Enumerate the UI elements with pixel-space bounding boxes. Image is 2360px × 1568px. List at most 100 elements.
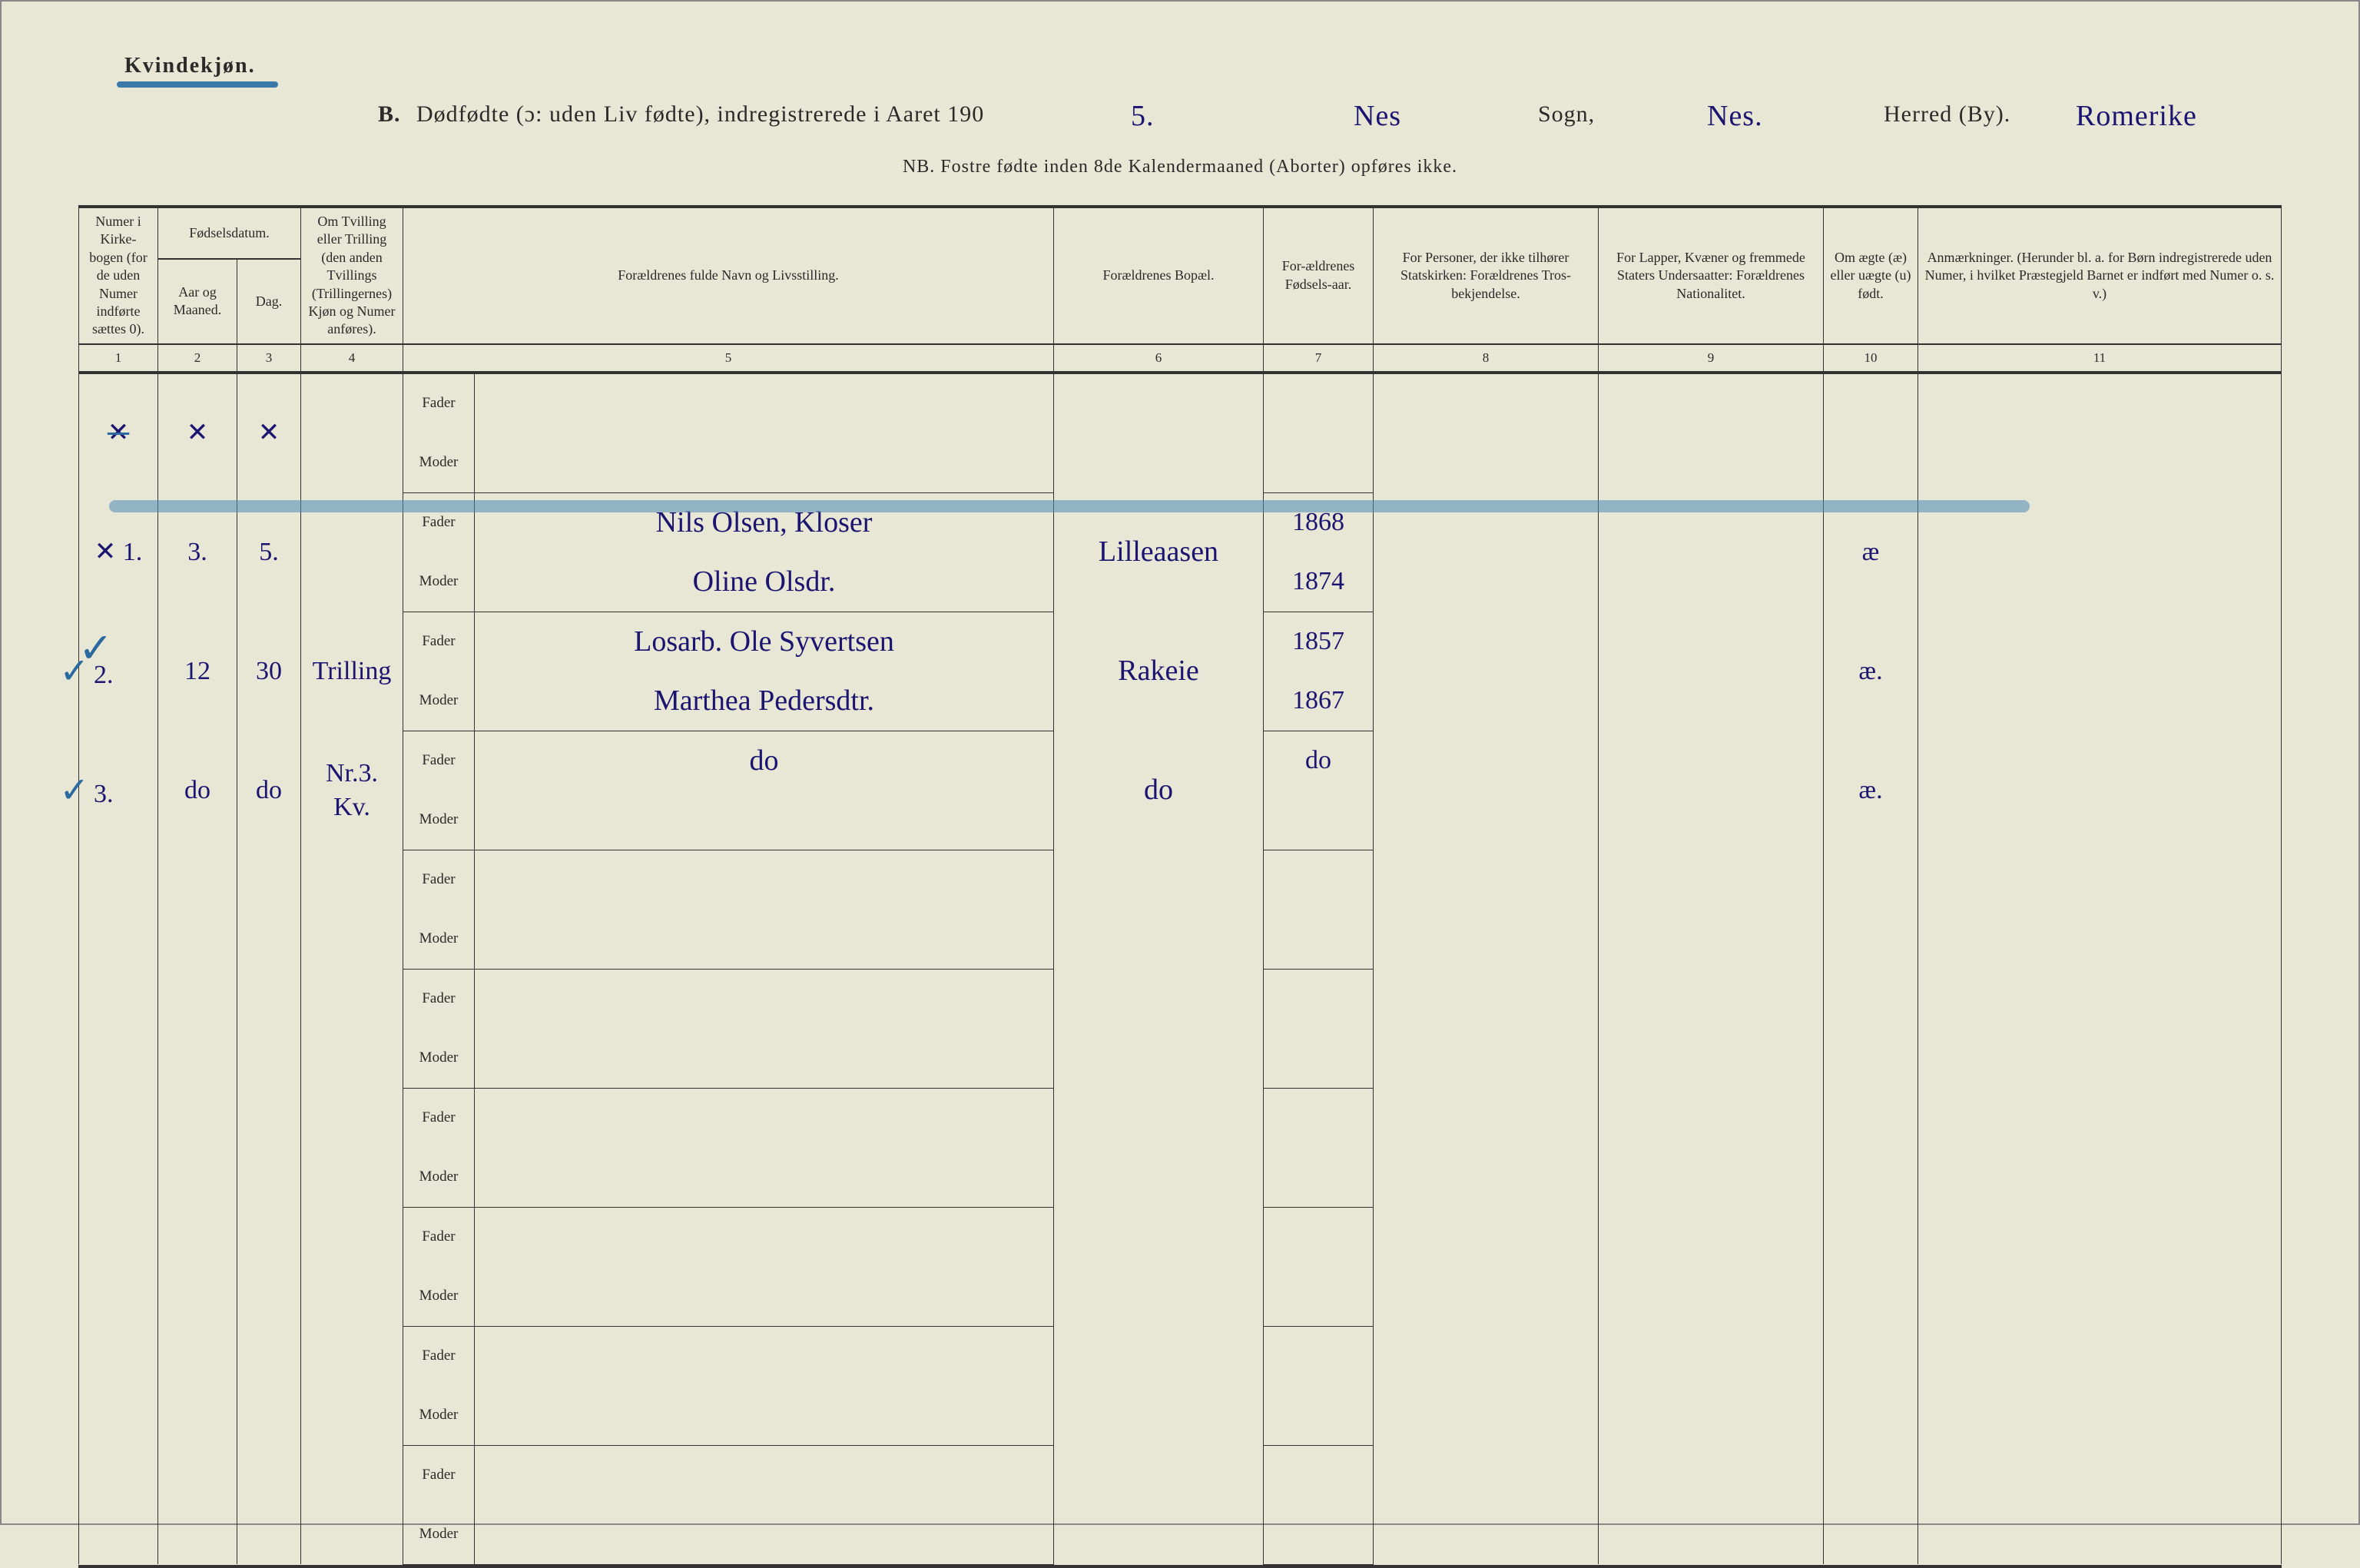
fader-navn: do [750,744,779,777]
role-fader: Fader [403,1326,475,1386]
colnum-2: 2 [158,344,237,373]
row-tros [1374,969,1599,1088]
colnum-4: 4 [301,344,403,373]
row-tvilling: Nr.3. Kv. [326,759,378,821]
role-fader: Fader [403,850,475,910]
role-moder: Moder [403,1386,475,1446]
role-fader: Fader [403,1088,475,1148]
row-nat [1599,612,1824,731]
role-fader: Fader [403,1445,475,1505]
role-moder: Moder [403,1267,475,1327]
row-tros [1374,1326,1599,1445]
row-num: ✕ 1. [94,538,143,566]
col-header-navn: Forældrenes fulde Navn og Livsstilling. [403,208,1054,344]
colnum-7: 7 [1264,344,1374,373]
fodsaar-fader: 1857 [1292,627,1344,655]
row-bopel: Rakeie [1118,655,1199,687]
row-tros [1374,850,1599,969]
moder-navn: Marthea Pedersdtr. [654,685,874,717]
col-header-aegte: Om ægte (æ) eller uægte (u) født. [1824,208,1918,344]
register-table: Numer i Kirke-bogen (for de uden Numer i… [78,208,2282,1565]
table-row: Fader [79,1326,2282,1386]
subtitle: NB. Fostre fødte inden 8de Kalendermaane… [78,157,2282,177]
row-num: ✕ [108,419,130,447]
gender-heading: Kvindekjøn. [124,54,256,78]
role-fader: Fader [403,1207,475,1267]
role-moder: Moder [403,1148,475,1208]
role-moder: Moder [403,1505,475,1565]
row-tvilling: Trilling [313,657,392,685]
col-header-fodsaar: For-ældrenes Fødsels-aar. [1264,208,1374,344]
colnum-10: 10 [1824,344,1918,373]
row-nat [1599,969,1824,1088]
row-tros [1374,1445,1599,1564]
row-anm [1918,1326,2282,1445]
role-moder: Moder [403,791,475,850]
herred-label: Herred (By). [1884,101,2010,128]
row-anm [1918,612,2282,731]
colnum-5: 5 [403,344,1054,373]
herred-handwritten: Nes. [1707,101,1763,131]
row-tros [1374,1207,1599,1326]
table-row: Fader [79,1445,2282,1505]
sogn-label: Sogn, [1538,101,1595,128]
row-anm [1918,850,2282,969]
role-fader: Fader [403,731,475,791]
row-anm [1918,373,2282,493]
row-tros [1374,373,1599,493]
row-aegte: æ. [1858,776,1882,804]
row-nat [1599,850,1824,969]
table-row: Fader [79,1207,2282,1267]
row-nat [1599,1207,1824,1326]
table-row: 2.✓1230TrillingFaderLosarb. Ole Syvertse… [79,612,2282,671]
row-aegte: æ [1862,538,1880,566]
role-fader: Fader [403,373,475,433]
row-num: 3. [94,780,114,808]
row-aar: 3. [187,538,207,566]
row-anm [1918,969,2282,1088]
register-tbody: ✕✕✕FaderModer✕ 1.3.5.FaderNils Olsen, Kl… [79,373,2282,1565]
register-table-wrap: Numer i Kirke-bogen (for de uden Numer i… [78,205,2282,1568]
sogn-handwritten: Nes [1354,101,1401,131]
fodsaar-moder: 1874 [1292,567,1344,595]
row-anm [1918,731,2282,850]
gender-underline [117,81,278,88]
section-letter: B. [378,101,401,128]
fodsaar-fader: do [1305,746,1331,774]
col-header-fodselsdatum: Fødselsdatum. [158,208,301,259]
row-nat [1599,1326,1824,1445]
colnum-8: 8 [1374,344,1599,373]
row-nat [1599,1445,1824,1564]
col-header-num: Numer i Kirke-bogen (for de uden Numer i… [79,208,158,344]
year-handwritten: 5. [1131,101,1155,131]
row-anm [1918,1207,2282,1326]
col-header-bopel: Forældrenes Bopæl. [1054,208,1264,344]
fodsaar-moder: 1867 [1292,686,1344,714]
colnum-9: 9 [1599,344,1824,373]
role-moder: Moder [403,671,475,731]
role-moder: Moder [403,910,475,970]
row-aar: ✕ [187,419,209,447]
role-moder: Moder [403,1029,475,1089]
row-tros [1374,612,1599,731]
table-row: ✕ 1.3.5.FaderNils Olsen, KloserLilleaase… [79,492,2282,552]
col-header-anm: Anmærkninger. (Herunder bl. a. for Børn … [1918,208,2282,344]
row-aar: 12 [184,657,210,685]
region-handwritten: Romerike [2076,101,2197,131]
check-mark-icon: ✓ [78,624,113,672]
register-page: Kvindekjøn. B. Dødfødte (ɔ: uden Liv fød… [0,0,2360,1525]
table-row: Fader [79,1088,2282,1148]
moder-navn: Oline Olsdr. [693,565,836,598]
row-nat [1599,373,1824,493]
row-dag: ✕ [258,419,280,447]
row-bopel: do [1144,774,1173,806]
colnum-11: 11 [1918,344,2282,373]
row-aegte: æ. [1858,657,1882,685]
col-header-aar: Aar og Maaned. [158,259,237,344]
role-fader: Fader [403,969,475,1029]
row-nat [1599,731,1824,850]
row-dag: 5. [259,538,279,566]
row-anm [1918,1088,2282,1207]
table-row: 3.✓dodoNr.3. Kv.Faderdododoæ. [79,731,2282,791]
role-moder: Moder [403,552,475,612]
